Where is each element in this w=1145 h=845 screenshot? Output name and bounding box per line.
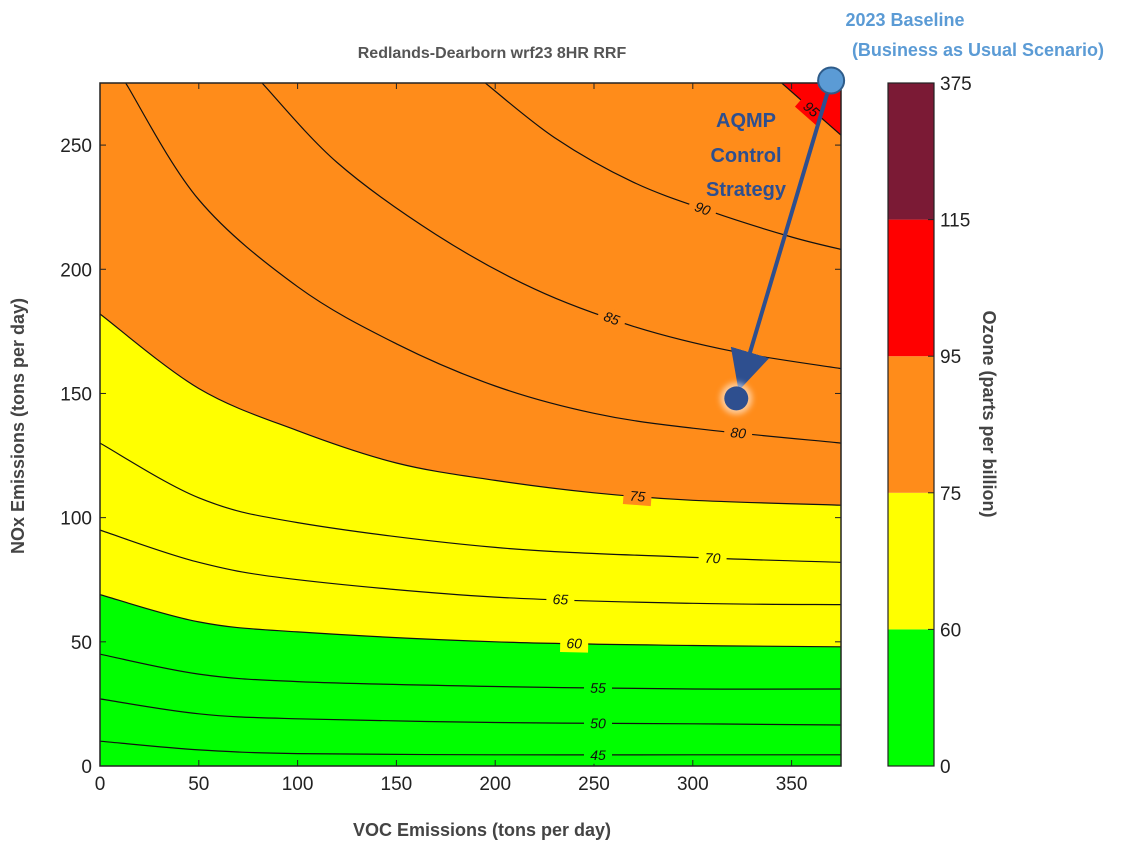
- colorbar-tick-label: 115: [940, 211, 970, 232]
- baseline-label-line1: 2023 Baseline: [845, 10, 964, 30]
- contour-fills: [100, 83, 841, 766]
- contour-label-bg: [584, 745, 612, 764]
- contour-label-60: 60: [566, 635, 582, 651]
- y-tick-label: 200: [60, 260, 92, 281]
- x-tick-label: 350: [776, 774, 808, 795]
- contour-label-bg: [546, 589, 575, 609]
- y-tick-label: 50: [71, 633, 92, 654]
- y-tick-label: 100: [60, 509, 92, 530]
- contour-label-65: 65: [552, 591, 568, 607]
- colorbar-frame: [887, 82, 935, 767]
- contour-label-group-55: 55: [583, 678, 613, 697]
- contour-label-bg: [583, 678, 613, 697]
- contour-label-75: 75: [629, 488, 646, 505]
- chart-title: Redlands-Dearborn wrf23 8HR RRF: [358, 45, 627, 62]
- strategy-arrow: [730, 93, 830, 391]
- colorbar: [887, 82, 935, 767]
- colorbar-label: Ozone (parts per billion): [979, 310, 999, 517]
- arrow-label-line2: Control: [710, 145, 781, 167]
- arrow-label-line3: Strategy: [706, 179, 787, 201]
- contour-line-55: [100, 653, 841, 690]
- colorbar-band-60-75: [888, 492, 934, 630]
- contour-line-80: [125, 83, 841, 444]
- contour-label-bg: [560, 634, 589, 653]
- x-tick-label: 0: [95, 774, 106, 795]
- y-tick-label: 150: [60, 384, 92, 405]
- contour-line-65: [100, 529, 841, 606]
- contour-label-70: 70: [705, 550, 721, 567]
- colorbar-band-95-115: [888, 219, 934, 357]
- colorbar-tick-label: 375: [940, 74, 972, 95]
- x-axis-label: VOC Emissions (tons per day): [353, 820, 611, 840]
- contour-label-group-90: 90: [686, 195, 719, 222]
- contour-label-bg: [622, 486, 653, 507]
- contour-label-bg: [583, 714, 613, 733]
- contour-label-85: 85: [602, 308, 622, 329]
- y-tick-label: 250: [60, 136, 92, 157]
- y-axis-label: NOx Emissions (tons per day): [8, 298, 28, 554]
- colorbar-band-115-375: [888, 83, 934, 220]
- contour-label-45: 45: [590, 747, 606, 763]
- y-axis-ticks: 0 50 100 150 200 250: [60, 136, 841, 778]
- contour-label-90: 90: [693, 198, 713, 219]
- x-tick-label: 150: [381, 774, 413, 795]
- contour-line-50: [100, 698, 841, 726]
- contour-label-group-45: 45: [584, 745, 612, 764]
- contour-line-60: [100, 594, 841, 648]
- x-tick-label: 250: [578, 774, 610, 795]
- x-tick-label: 200: [479, 774, 511, 795]
- contour-label-bg: [698, 548, 727, 568]
- contour-label-55: 55: [590, 680, 606, 696]
- x-tick-label: 300: [677, 774, 709, 795]
- x-tick-label: 100: [282, 774, 314, 795]
- contour-label-bg: [595, 304, 629, 332]
- contour-label-group-65: 65: [546, 589, 575, 609]
- plot-frame: [99, 82, 842, 767]
- contour-label-group-80: 80: [723, 422, 754, 444]
- x-tick-label: 50: [188, 774, 209, 795]
- colorbar-tick-label: 60: [940, 620, 961, 641]
- colorbar-tick-label: 95: [940, 347, 961, 368]
- control-point: [724, 386, 749, 411]
- arrow-label-line1: AQMP: [716, 110, 776, 132]
- x-axis-ticks: 0 50 100 150 200 250 300 350: [95, 83, 808, 795]
- contour-label-group-50: 50: [583, 714, 613, 733]
- contour-label-bg: [686, 195, 719, 222]
- contour-line-90: [484, 83, 841, 250]
- region-orange: [100, 83, 841, 506]
- contour-label-group-70: 70: [698, 548, 727, 568]
- baseline-label-line2: (Business as Usual Scenario): [852, 40, 1104, 60]
- contour-label-group-85: 85: [595, 304, 629, 332]
- baseline-point: [817, 66, 846, 95]
- contour-label-50: 50: [590, 715, 606, 731]
- contour-label-80: 80: [730, 424, 747, 441]
- colorbar-band-0-60: [888, 629, 934, 766]
- plot-area: [100, 83, 841, 766]
- colorbar-tick-label: 75: [940, 484, 961, 505]
- contour-line-45: [100, 740, 841, 756]
- contour-label-group-60: 60: [560, 634, 589, 653]
- contour-line-75: [100, 313, 841, 506]
- colorbar-band-75-95: [888, 356, 934, 493]
- colorbar-tick-label: 0: [940, 757, 951, 778]
- contour-label-group-75: 75: [622, 486, 653, 507]
- y-tick-label: 0: [81, 757, 92, 778]
- contour-label-bg: [723, 422, 754, 444]
- colorbar-ticks: 0 60 75 95 115 375: [928, 74, 972, 778]
